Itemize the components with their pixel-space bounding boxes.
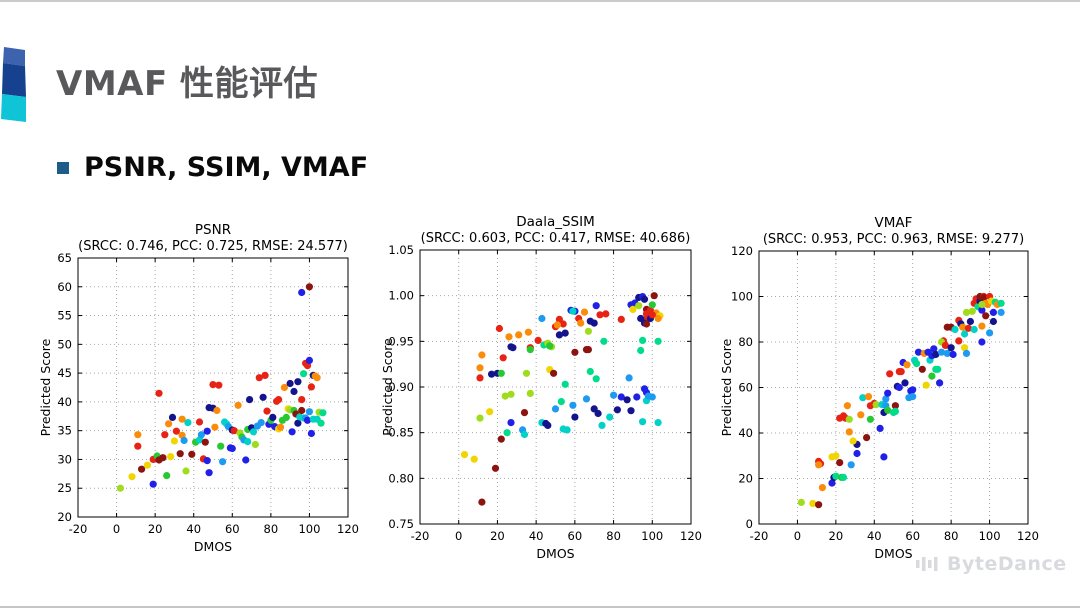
tick-marks [77,257,349,518]
tick-marks [419,249,692,525]
svg-text:0.95: 0.95 [388,334,414,348]
svg-text:120: 120 [337,522,359,536]
plot-frame [77,257,349,518]
svg-text:100: 100 [731,290,753,304]
svg-text:65: 65 [57,251,72,265]
gridlines [420,250,691,524]
svg-text:120: 120 [1017,529,1039,543]
svg-text:-20: -20 [411,529,430,543]
svg-text:0: 0 [455,529,462,543]
page-title: VMAF 性能评估 [56,64,319,104]
x-tick-labels: -20 0 20 40 60 80 100 120 [411,529,702,543]
x-axis-label: DMOS [874,546,912,561]
vmaf-chart: VMAF(SRCC: 0.953, PCC: 0.963, RMSE: 9.27… [719,215,1039,561]
scatter-points [797,292,1005,509]
svg-text:-20: -20 [69,522,88,536]
y-tick-labels: 0 20 40 60 80 100 120 [731,244,753,531]
tick-marks [758,250,1029,525]
svg-text:100: 100 [979,529,1001,543]
scatter-points [460,292,664,506]
svg-text:120: 120 [680,529,702,543]
chart-title: Daala_SSIM [516,214,594,230]
svg-text:80: 80 [264,522,279,536]
svg-text:100: 100 [298,522,320,536]
psnr-chart: PSNR(SRCC: 0.746, PCC: 0.725, RMSE: 24.5… [38,222,359,554]
svg-text:80: 80 [738,335,753,349]
y-tick-labels: 20 25 30 35 40 45 50 55 60 65 [57,251,72,524]
svg-text:35: 35 [57,424,72,438]
svg-text:0: 0 [746,517,753,531]
chart-subtitle: (SRCC: 0.953, PCC: 0.963, RMSE: 9.277) [763,232,1024,247]
y-axis-label: Predicted Score [38,338,53,436]
y-axis-label: Predicted Score [719,338,734,436]
x-tick-labels: -20 0 20 40 60 80 100 120 [69,522,359,536]
bullet-row: PSNR, SSIM, VMAF [57,152,368,183]
chart-title: VMAF [875,215,913,231]
svg-text:60: 60 [738,381,753,395]
x-tick-labels: -20 0 20 40 60 80 100 120 [750,529,1039,543]
svg-text:40: 40 [529,529,544,543]
svg-text:60: 60 [568,529,583,543]
svg-text:80: 80 [944,529,959,543]
svg-text:0: 0 [113,522,120,536]
scatter-points [116,283,327,492]
bullet-square-icon [57,161,69,174]
x-axis-label: DMOS [194,539,232,554]
svg-text:25: 25 [57,481,72,495]
svg-text:60: 60 [57,280,72,294]
svg-text:40: 40 [867,529,882,543]
svg-text:0.80: 0.80 [388,471,414,485]
svg-text:120: 120 [731,244,753,258]
svg-text:45: 45 [57,366,72,380]
bytedance-logo-icon [916,557,938,571]
svg-text:100: 100 [641,529,663,543]
svg-text:40: 40 [186,522,201,536]
svg-text:20: 20 [148,522,163,536]
svg-text:55: 55 [57,309,72,323]
svg-text:1.00: 1.00 [388,289,414,303]
chart-title: PSNR [195,222,231,238]
svg-text:0.75: 0.75 [388,517,414,531]
svg-text:1.05: 1.05 [388,243,414,257]
svg-text:0: 0 [794,529,801,543]
daala_ssim-chart: Daala_SSIM(SRCC: 0.603, PCC: 0.417, RMSE… [380,214,702,561]
gridlines [759,251,1028,524]
y-axis-label: Predicted Score [380,338,395,436]
svg-text:40: 40 [57,395,72,409]
svg-text:0.90: 0.90 [388,380,414,394]
svg-text:50: 50 [57,337,72,351]
svg-text:30: 30 [57,452,72,466]
bullet-text: PSNR, SSIM, VMAF [84,152,369,183]
svg-text:60: 60 [905,529,920,543]
svg-text:80: 80 [606,529,621,543]
svg-text:20: 20 [829,529,844,543]
x-axis-label: DMOS [536,546,574,561]
svg-text:-20: -20 [750,529,769,543]
title-flag-decoration [1,47,26,122]
svg-text:20: 20 [57,510,72,524]
watermark-text: ByteDance [947,553,1067,575]
slide-bottom-edge [0,606,1080,608]
watermark: ByteDance [916,553,1067,575]
svg-text:60: 60 [225,522,240,536]
chart-subtitle: (SRCC: 0.603, PCC: 0.417, RMSE: 40.686) [421,231,691,246]
svg-text:40: 40 [738,426,753,440]
slide-top-edge [0,0,1080,2]
svg-text:20: 20 [738,472,753,486]
chart-subtitle: (SRCC: 0.746, PCC: 0.725, RMSE: 24.577) [78,239,348,254]
svg-text:20: 20 [490,529,505,543]
y-tick-labels: 0.75 0.80 0.85 0.90 0.95 1.00 1.05 [388,243,414,531]
svg-text:0.85: 0.85 [388,426,414,440]
